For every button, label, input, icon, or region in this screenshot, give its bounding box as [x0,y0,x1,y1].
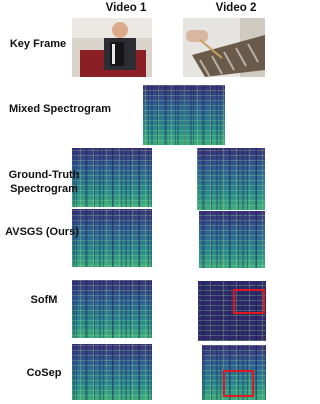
highlight-box [223,370,254,397]
row-label: AVSGS (Ours) [5,225,79,239]
spectrogram [197,148,265,210]
spectrograms [72,85,266,400]
row-label-line: AVSGS (Ours) [5,226,79,238]
row-label-line: Mixed Spectrogram [8,103,112,115]
row-label: SofM [31,293,58,307]
highlight-box [233,289,265,314]
figure: {"header": {"columns": ["Video 1", "Vide… [5,2,266,400]
spectrogram [199,211,265,268]
row-label: CoSep [27,366,62,380]
row-label: Mixed Spectrogram [9,102,111,116]
row-label-line: Ground-Truth [8,169,80,181]
row-label: Ground-Truth Spectrogram [9,168,80,196]
spectrogram [72,280,152,338]
row-label-line: CoSep [26,367,62,379]
key-frame-2 [183,18,265,78]
column-header: Video 1 [105,2,147,14]
spectrogram [72,148,152,207]
key-frame-1 [72,18,152,77]
spectrogram [202,345,266,400]
row-label-line: SofM [30,294,58,306]
row-label-line: Spectrogram [10,183,78,195]
figure-images [72,18,266,400]
spectrogram [143,85,225,145]
spectrogram [72,344,152,400]
row-label-line: Key Frame [9,38,67,50]
column-header: Video 2 [215,2,257,14]
row-label: Key Frame [10,37,66,51]
spectrogram [72,209,152,267]
